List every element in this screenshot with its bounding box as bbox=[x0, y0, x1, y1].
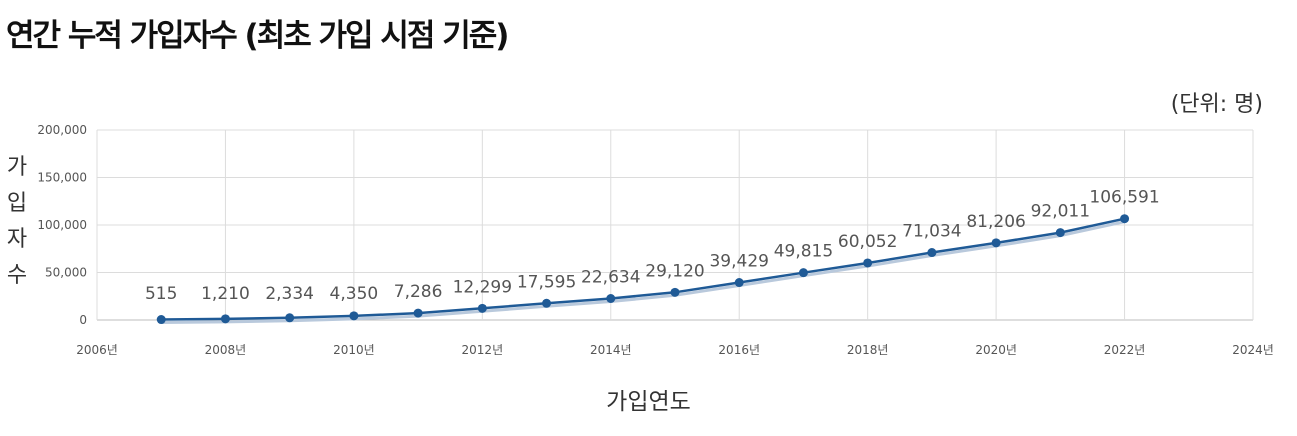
data-point bbox=[285, 313, 295, 323]
data-point bbox=[542, 298, 552, 308]
data-point bbox=[734, 278, 744, 288]
x-tick-label: 2006년 bbox=[76, 343, 118, 357]
y-tick-label: 200,000 bbox=[37, 123, 87, 137]
x-tick-label: 2010년 bbox=[333, 343, 375, 357]
x-tick-label: 2022년 bbox=[1104, 343, 1146, 357]
chart-title: 연간 누적 가입자수 (최초 가입 시점 기준) bbox=[6, 18, 509, 54]
data-point bbox=[349, 311, 359, 321]
data-label: 12,299 bbox=[453, 277, 512, 297]
x-tick-label: 2020년 bbox=[975, 343, 1017, 357]
y-tick-label: 0 bbox=[79, 313, 87, 327]
data-label: 7,286 bbox=[394, 282, 443, 302]
data-label: 17,595 bbox=[517, 272, 576, 292]
x-axis-label: 가입연도 bbox=[606, 389, 691, 415]
x-tick-label: 2024년 bbox=[1232, 343, 1274, 357]
data-label: 1,210 bbox=[201, 284, 250, 304]
grid-lines bbox=[96, 129, 1254, 321]
x-tick-label: 2018년 bbox=[847, 343, 889, 357]
data-label: 106,591 bbox=[1089, 188, 1159, 208]
data-point bbox=[1055, 228, 1065, 238]
x-tick-label: 2008년 bbox=[205, 343, 247, 357]
data-label: 4,350 bbox=[330, 284, 379, 304]
data-label: 29,120 bbox=[645, 261, 704, 281]
y-axis-label: 가입자수 bbox=[6, 155, 28, 288]
data-point bbox=[606, 293, 616, 303]
data-points bbox=[156, 214, 1130, 325]
data-point bbox=[991, 238, 1001, 248]
data-point bbox=[477, 303, 487, 313]
data-point bbox=[863, 258, 873, 268]
data-point bbox=[670, 287, 680, 297]
data-label: 60,052 bbox=[838, 232, 897, 252]
data-point bbox=[156, 315, 166, 325]
data-label: 71,034 bbox=[902, 222, 961, 242]
data-label: 2,334 bbox=[265, 284, 314, 304]
x-tick-label: 2012년 bbox=[462, 343, 504, 357]
data-label: 515 bbox=[145, 284, 177, 304]
data-point bbox=[927, 248, 937, 258]
y-tick-label: 100,000 bbox=[37, 218, 87, 232]
x-tick-labels: 2006년 2008년 2010년 2012년 2014년 2016년 2018년 2020년… bbox=[76, 343, 1274, 357]
unit-note: (단위: 명) bbox=[1170, 92, 1263, 117]
data-point bbox=[220, 314, 230, 324]
data-label: 39,429 bbox=[709, 252, 768, 272]
data-label: 92,011 bbox=[1031, 202, 1090, 222]
data-label: 22,634 bbox=[581, 267, 640, 287]
y-tick-labels: 0 50,000 100,000 150,000 200,000 bbox=[37, 123, 87, 327]
data-label: 49,815 bbox=[774, 242, 833, 262]
x-tick-label: 2016년 bbox=[718, 343, 760, 357]
y-tick-label: 150,000 bbox=[37, 171, 87, 185]
y-tick-label: 50,000 bbox=[45, 266, 87, 280]
data-point bbox=[1120, 214, 1130, 224]
data-point bbox=[798, 268, 808, 278]
x-tick-label: 2014년 bbox=[590, 343, 632, 357]
data-label: 81,206 bbox=[966, 212, 1025, 232]
series-line-path bbox=[161, 217, 1125, 321]
data-labels: 515 1,210 2,334 4,350 7,286 12,299 17,595 22,63… bbox=[145, 188, 1160, 304]
series-line-shadow bbox=[161, 220, 1125, 324]
series-line bbox=[161, 217, 1125, 324]
data-point bbox=[413, 308, 423, 318]
